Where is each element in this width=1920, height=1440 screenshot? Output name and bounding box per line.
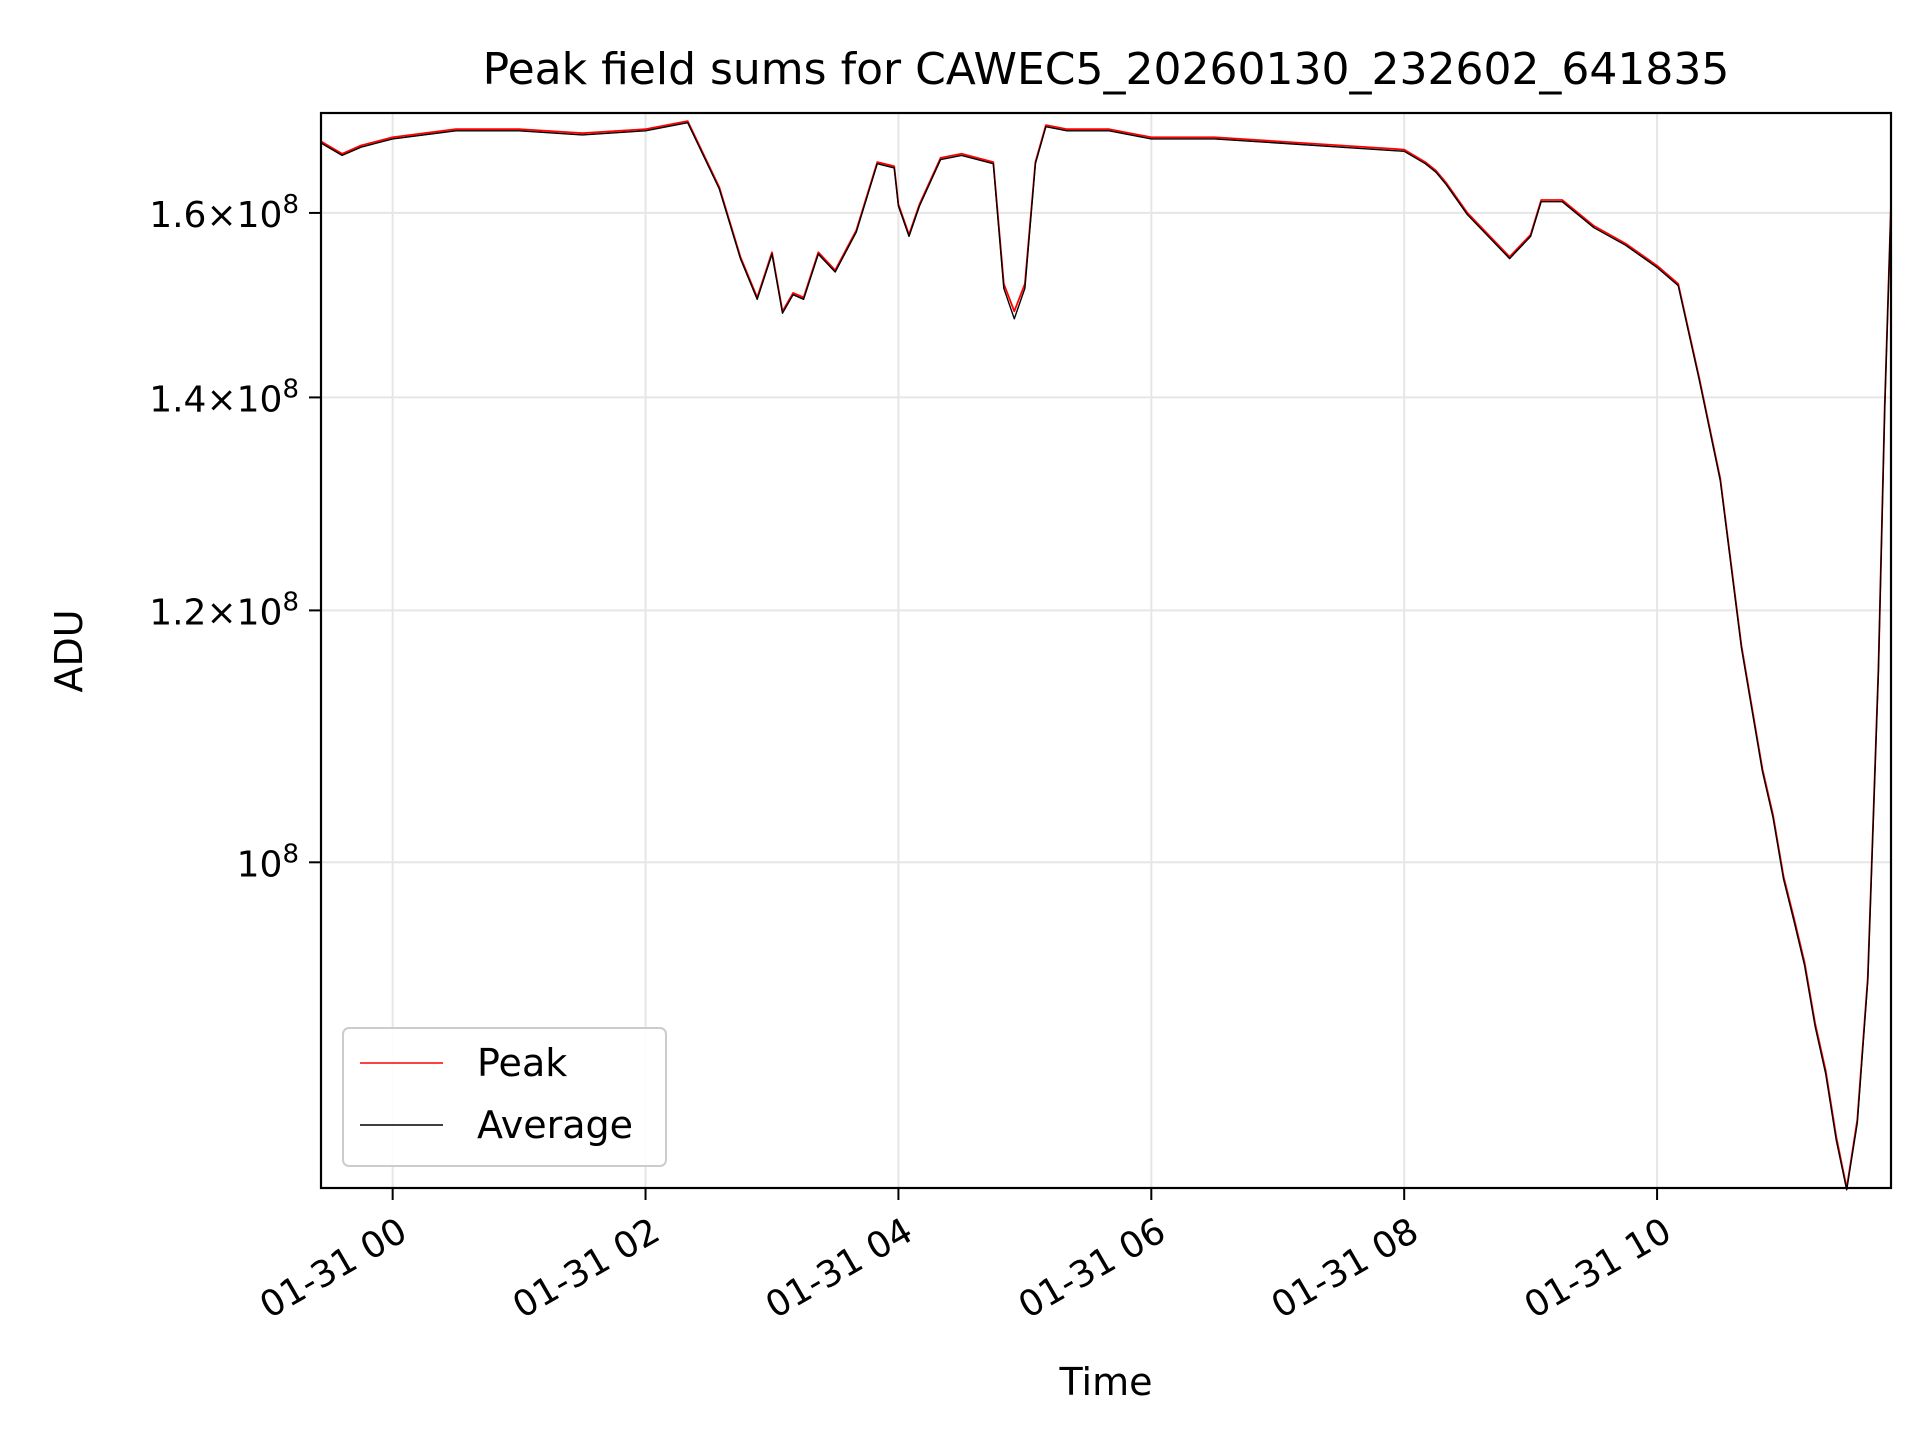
y-tick-exponent: 8 xyxy=(282,374,299,404)
y-tick-label: 108 xyxy=(237,839,299,885)
y-tick-base: 10 xyxy=(237,195,283,236)
y-tick-times-sign: × xyxy=(206,592,236,633)
legend-label-peak: Peak xyxy=(477,1041,567,1085)
y-tick-exponent: 8 xyxy=(282,839,299,869)
plot-frame xyxy=(319,111,1893,1190)
y-tick-exponent: 8 xyxy=(282,190,299,220)
y-tick-mantissa: 1.4 xyxy=(149,379,206,420)
y-tick-label: 1.6×108 xyxy=(149,190,299,236)
legend: Peak Average xyxy=(342,1027,667,1167)
x-axis-label: Time xyxy=(1059,1360,1153,1404)
grid xyxy=(321,113,1891,1188)
y-tick-label: 1.2×108 xyxy=(149,587,299,633)
y-tick-base: 10 xyxy=(237,379,283,420)
series-line-average xyxy=(320,121,1892,1191)
chart-title: Peak field sums for CAWEC5_20260130_2326… xyxy=(483,44,1730,95)
y-tick-base: 10 xyxy=(237,592,283,633)
y-tick-label: 1.4×108 xyxy=(149,374,299,420)
y-axis-label: ADU xyxy=(47,609,91,692)
y-tick-times-sign: × xyxy=(206,379,236,420)
y-tick-mantissa: 1.2 xyxy=(149,592,206,633)
y-tick-times-sign: × xyxy=(206,195,236,236)
y-tick-base: 10 xyxy=(237,844,283,885)
y-tick-exponent: 8 xyxy=(282,587,299,617)
series-layer xyxy=(320,120,1892,1191)
legend-label-average: Average xyxy=(477,1103,633,1147)
y-tick-mantissa: 1.6 xyxy=(149,195,206,236)
